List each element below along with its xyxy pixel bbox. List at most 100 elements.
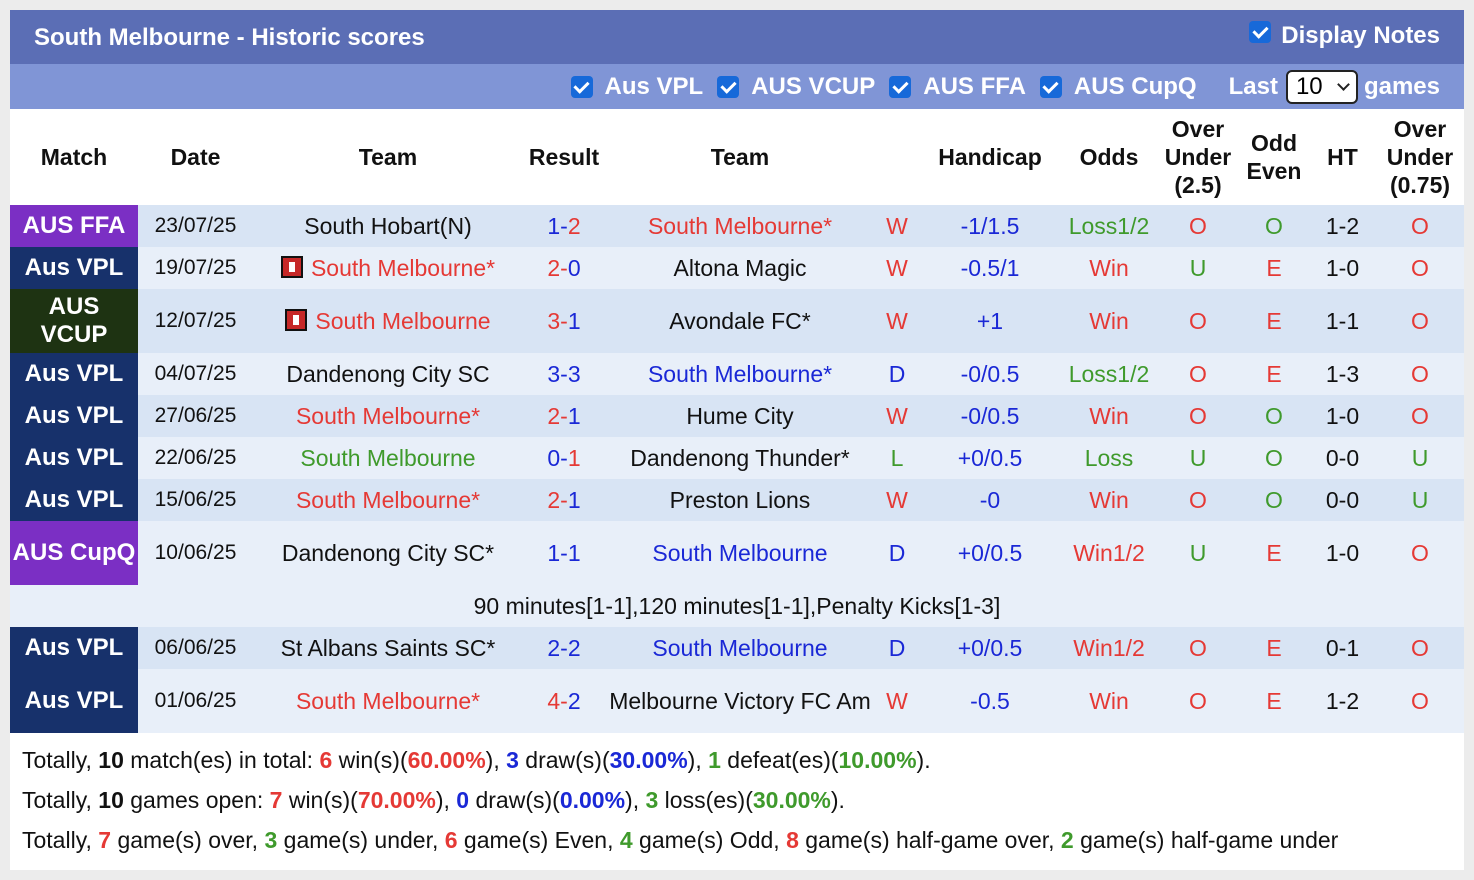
last-games-select[interactable]: 10 (1285, 69, 1358, 104)
summary-segment: 30.00% (609, 747, 688, 773)
filter-aus-vcup[interactable]: AUS VCUP (717, 73, 875, 101)
over-under-2-5: O (1157, 205, 1239, 247)
home-team-name: South Melbourne* (295, 402, 481, 429)
col-header: Odd Even (1239, 109, 1309, 205)
result[interactable]: 3-1 (523, 289, 605, 353)
aus-cupq-checkbox[interactable] (1039, 75, 1062, 98)
result[interactable]: 1-2 (523, 205, 605, 247)
home-team[interactable]: South Melbourne (253, 289, 523, 353)
home-team[interactable]: South Melbourne* (253, 395, 523, 437)
win-loss: W (875, 669, 919, 733)
away-team[interactable]: Altona Magic (605, 247, 875, 289)
table-row: AUS FFA 23/07/25 South Hobart(N) 1-2 South M… (10, 205, 1464, 247)
summary-over-under: Totally, 7 game(s) over, 3 game(s) under… (10, 820, 1464, 860)
handicap: +0/0.5 (919, 521, 1061, 585)
home-team[interactable]: South Melbourne* (253, 247, 523, 289)
table-row: Aus VPL 22/06/25 South Melbourne 0-1 Dandeno… (10, 437, 1464, 479)
aus-vcup-checkbox[interactable] (717, 75, 740, 98)
away-team[interactable]: Dandenong Thunder* (605, 437, 875, 479)
match-badge[interactable]: Aus VPL (10, 437, 138, 479)
match-badge[interactable]: Aus VPL (10, 395, 138, 437)
filter-aus-cupq[interactable]: AUS CupQ (1039, 73, 1197, 101)
result[interactable]: 2-2 (523, 627, 605, 669)
display-notes-toggle[interactable]: Display Notes (1249, 21, 1440, 50)
result[interactable]: 1-1 (523, 521, 605, 585)
panel-title: South Melbourne - Historic scores (34, 24, 425, 51)
col-header: Result (523, 109, 605, 205)
match-badge[interactable]: Aus VPL (10, 627, 138, 669)
score-dash: - (560, 539, 568, 566)
match-date: 04/07/25 (138, 353, 253, 395)
summary-segment: 1 (708, 747, 721, 773)
summary-segment: game(s) over, (111, 827, 265, 853)
result[interactable]: 0-1 (523, 437, 605, 479)
table-row: Aus VPL 15/06/25 South Melbourne* 2-1 Presto… (10, 479, 1464, 521)
odd-even: O (1239, 205, 1309, 247)
summary-segment: 0.00% (559, 787, 626, 813)
home-team[interactable]: South Hobart(N) (253, 205, 523, 247)
handicap: -0.5/1 (919, 247, 1061, 289)
match-badge[interactable]: Aus VPL (10, 353, 138, 395)
half-time: 1-1 (1309, 289, 1376, 353)
away-team[interactable]: South Melbourne* (605, 353, 875, 395)
home-team-name: South Melbourne* (310, 254, 496, 281)
display-notes-checkbox[interactable] (1249, 21, 1272, 43)
match-badge[interactable]: AUS CupQ (10, 521, 138, 585)
match-badge[interactable]: Aus VPL (10, 247, 138, 289)
summary-segment: 70.00% (357, 787, 436, 813)
away-team[interactable]: Preston Lions (605, 479, 875, 521)
aus-vpl-checkbox[interactable] (570, 75, 593, 98)
half-time: 1-0 (1309, 395, 1376, 437)
odds: Win (1061, 247, 1157, 289)
result[interactable]: 2-1 (523, 395, 605, 437)
half-time: 1-0 (1309, 247, 1376, 289)
win-loss: D (875, 353, 919, 395)
over-under-0-75: O (1376, 669, 1464, 733)
result[interactable]: 3-3 (523, 353, 605, 395)
col-header: HT (1309, 109, 1376, 205)
away-team[interactable]: South Melbourne (605, 521, 875, 585)
home-team[interactable]: St Albans Saints SC* (253, 627, 523, 669)
half-time: 0-0 (1309, 437, 1376, 479)
home-team[interactable]: South Melbourne (253, 437, 523, 479)
home-team[interactable]: Dandenong City SC (253, 353, 523, 395)
over-under-0-75: O (1376, 521, 1464, 585)
home-team[interactable]: Dandenong City SC* (253, 521, 523, 585)
match-badge[interactable]: Aus VPL (10, 479, 138, 521)
home-team[interactable]: South Melbourne* (253, 669, 523, 733)
result[interactable]: 4-2 (523, 669, 605, 733)
home-team-name: South Melbourne* (295, 687, 481, 714)
aus-ffa-checkbox[interactable] (889, 75, 912, 98)
win-loss: W (875, 205, 919, 247)
match-badge[interactable]: Aus VPL (10, 669, 138, 733)
summary-segment: 3 (506, 747, 519, 773)
away-team[interactable]: South Melbourne* (605, 205, 875, 247)
match-badge[interactable]: AUS VCUP (10, 289, 138, 353)
home-team[interactable]: South Melbourne* (253, 479, 523, 521)
display-notes-label: Display Notes (1281, 22, 1440, 49)
away-team[interactable]: Melbourne Victory FC Am (605, 669, 875, 733)
odd-even: E (1239, 353, 1309, 395)
summary-segment: ), (687, 747, 709, 773)
score-dash: - (560, 687, 568, 714)
match-date: 22/06/25 (138, 437, 253, 479)
match-badge[interactable]: AUS FFA (10, 205, 138, 247)
score-dash: - (560, 212, 568, 239)
summary-segment: game(s) Even, (457, 827, 620, 853)
away-team[interactable]: Avondale FC* (605, 289, 875, 353)
away-team[interactable]: Hume City (605, 395, 875, 437)
away-score: 1 (567, 307, 581, 334)
filter-aus-ffa[interactable]: AUS FFA (889, 73, 1026, 101)
match-date: 10/06/25 (138, 521, 253, 585)
over-under-0-75: O (1376, 627, 1464, 669)
result[interactable]: 2-0 (523, 247, 605, 289)
summary-segment: Totally, (22, 827, 99, 853)
result[interactable]: 2-1 (523, 479, 605, 521)
note-row: 90 minutes[1-1],120 minutes[1-1],Penalty… (10, 585, 1464, 627)
odds: Loss (1061, 437, 1157, 479)
away-team[interactable]: South Melbourne (605, 627, 875, 669)
filter-aus-vpl[interactable]: Aus VPL (570, 73, 703, 101)
summary-segment: games open: (123, 787, 270, 813)
table-row: Aus VPL 19/07/25 South Melbourne* 2-0 Altona… (10, 247, 1464, 289)
over-under-2-5: U (1157, 247, 1239, 289)
